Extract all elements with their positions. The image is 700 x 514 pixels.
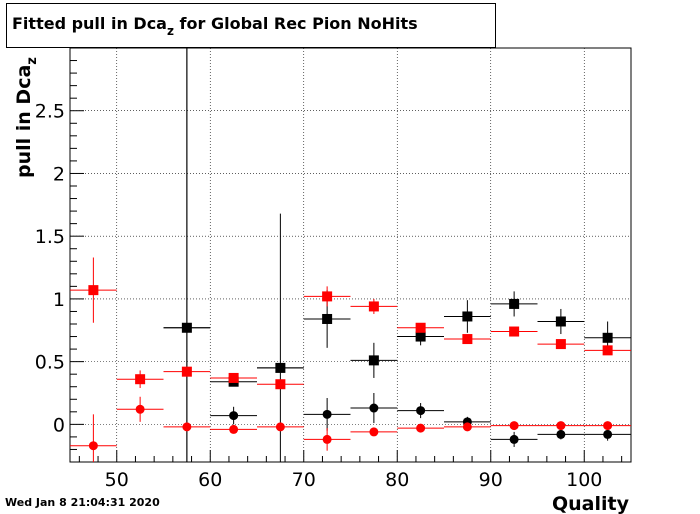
x-tick-label: 100 bbox=[566, 469, 602, 491]
data-point-circle bbox=[135, 404, 145, 414]
data-point-circle bbox=[509, 421, 519, 431]
data-point-circle bbox=[462, 422, 472, 432]
chart-title-subscript: z bbox=[166, 24, 174, 38]
data-point-square bbox=[462, 311, 473, 322]
x-axis-label: Quality bbox=[552, 493, 630, 514]
data-point-circle bbox=[556, 421, 566, 431]
data-point-circle bbox=[88, 441, 98, 451]
plot-frame bbox=[69, 47, 632, 463]
y-tick-label: 1.5 bbox=[35, 226, 65, 248]
x-tick-label: 50 bbox=[105, 469, 129, 491]
x-tick-label: 80 bbox=[385, 469, 409, 491]
data-point-square bbox=[368, 301, 379, 312]
title-box: Fitted pull in Dcaz for Global Rec Pion … bbox=[6, 3, 496, 48]
y-tick-label: 2.5 bbox=[35, 101, 65, 123]
data-point-square bbox=[368, 355, 379, 366]
x-tick-label: 70 bbox=[292, 469, 316, 491]
timestamp: Wed Jan 8 21:04:31 2020 bbox=[5, 496, 160, 509]
data-point-square bbox=[322, 313, 333, 324]
data-point-circle bbox=[556, 429, 566, 439]
data-point-square bbox=[415, 322, 426, 333]
data-point-circle bbox=[603, 421, 613, 431]
data-point-square bbox=[322, 291, 333, 302]
y-tick-label: 0 bbox=[53, 414, 65, 436]
data-point-circle bbox=[369, 403, 379, 413]
data-point-square bbox=[135, 374, 146, 385]
series-red-circle bbox=[70, 396, 631, 462]
data-point-circle bbox=[369, 427, 379, 437]
data-series bbox=[70, 48, 631, 462]
data-point-circle bbox=[182, 422, 192, 432]
data-point-square bbox=[88, 285, 99, 296]
y-axis-label-group: pull in Dcaz bbox=[13, 57, 40, 178]
chart-title-prefix: Fitted pull in Dca bbox=[12, 14, 167, 33]
data-point-circle bbox=[275, 363, 285, 373]
data-point-square bbox=[181, 366, 192, 377]
y-tick-label: 0.5 bbox=[35, 352, 65, 374]
data-point-square bbox=[228, 372, 239, 383]
y-axis-label-main: pull in Dca bbox=[13, 65, 35, 178]
series-red-square bbox=[70, 257, 631, 390]
data-point-square bbox=[555, 316, 566, 327]
data-point-square bbox=[602, 332, 613, 343]
x-tick-label: 60 bbox=[198, 469, 222, 491]
y-axis-label-sub: z bbox=[25, 57, 40, 65]
data-point-circle bbox=[603, 429, 613, 439]
data-point-square bbox=[462, 334, 473, 345]
data-point-square bbox=[555, 339, 566, 350]
series-black-circle bbox=[163, 48, 631, 462]
y-tick-label: 2 bbox=[53, 163, 65, 185]
data-point-circle bbox=[509, 434, 519, 444]
data-point-circle bbox=[416, 406, 426, 416]
data-point-circle bbox=[322, 409, 332, 419]
data-point-circle bbox=[416, 423, 426, 433]
data-point-circle bbox=[229, 411, 239, 421]
data-point-circle bbox=[322, 434, 332, 444]
x-tick-label: 90 bbox=[479, 469, 503, 491]
y-tick-label: 1 bbox=[53, 289, 65, 311]
data-point-circle bbox=[275, 422, 285, 432]
data-point-square bbox=[509, 326, 520, 337]
chart-title: Fitted pull in Dcaz for Global Rec Pion … bbox=[12, 14, 418, 38]
data-point-square bbox=[509, 298, 520, 309]
axes: 50 60 70 80 90 100 0 0.5 1 1.5 2 2.5 bbox=[35, 60, 623, 491]
data-point-square bbox=[415, 331, 426, 342]
y-axis-label: pull in Dcaz bbox=[13, 57, 40, 178]
data-point-circle bbox=[229, 424, 239, 434]
data-point-square bbox=[275, 379, 286, 390]
grid-lines bbox=[70, 48, 631, 462]
data-point-circle bbox=[182, 323, 192, 333]
data-point-square bbox=[602, 345, 613, 356]
chart-title-suffix: for Global Rec Pion NoHits bbox=[173, 14, 418, 33]
